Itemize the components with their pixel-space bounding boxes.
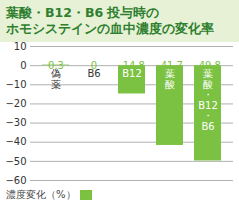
svg-text:-41.7: -41.7 [157, 60, 183, 71]
svg-text:−10: −10 [5, 79, 26, 90]
svg-text:-14.8: -14.8 [119, 60, 145, 71]
svg-text:−30: −30 [5, 117, 26, 128]
svg-text:−60: −60 [5, 175, 26, 186]
svg-text:葉酸・B12・B6: 葉酸・B12・B6 [198, 68, 218, 132]
svg-text:−50: −50 [5, 156, 26, 167]
svg-text:0: 0 [91, 60, 97, 71]
svg-text:偽薬: 偽薬 [51, 68, 61, 90]
html-text:葉酸・B12・B6 投与時の ホモシステインの血中濃度の変化: 葉酸・B12・B6 投与時の ホモシステインの血中濃度の変化率 [6, 5, 214, 36]
svg-text:0: 0 [20, 60, 26, 71]
svg-text:0.3: 0.3 [48, 60, 64, 71]
svg-text:−40: −40 [5, 136, 26, 147]
svg-text:B12: B12 [122, 68, 142, 80]
svg-text:葉酸: 葉酸 [165, 68, 175, 90]
html-text:濃度変化（%）: 濃度変化（%） [6, 189, 76, 200]
svg-text:−20: −20 [5, 98, 26, 109]
svg-text:B6: B6 [87, 68, 101, 80]
svg-text:-49.8: -49.8 [195, 60, 221, 71]
svg-text:10: 10 [14, 42, 27, 52]
